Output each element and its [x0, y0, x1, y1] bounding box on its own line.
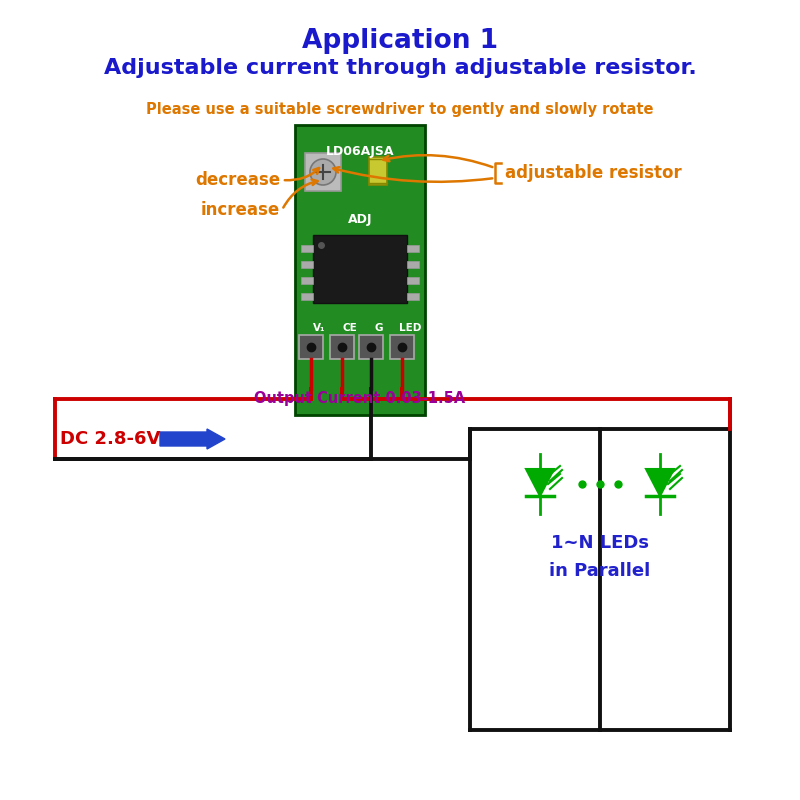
Bar: [299, 335, 323, 359]
Text: Output Current 0.03-1.5A: Output Current 0.03-1.5A: [254, 391, 465, 406]
Text: increase: increase: [201, 201, 280, 219]
Text: LD06AJSA: LD06AJSA: [326, 145, 394, 158]
Text: Application 1: Application 1: [302, 28, 498, 54]
Bar: [305, 153, 341, 191]
Text: 1~N LEDs: 1~N LEDs: [551, 534, 649, 552]
Polygon shape: [526, 469, 554, 496]
Text: adjustable resistor: adjustable resistor: [505, 164, 682, 182]
Bar: [359, 335, 383, 359]
FancyArrow shape: [160, 429, 225, 449]
Polygon shape: [646, 469, 674, 496]
Bar: [330, 335, 354, 359]
Text: LED: LED: [399, 323, 421, 333]
Text: DC 2.8-6V: DC 2.8-6V: [60, 430, 160, 448]
Bar: [390, 335, 414, 359]
Bar: [301, 245, 313, 252]
Text: ADJ: ADJ: [348, 213, 372, 226]
Text: Adjustable current through adjustable resistor.: Adjustable current through adjustable re…: [104, 58, 696, 78]
Bar: [407, 277, 419, 284]
Bar: [407, 261, 419, 268]
Bar: [295, 125, 425, 415]
Bar: [301, 293, 313, 300]
Text: Please use a suitable screwdriver to gently and slowly rotate: Please use a suitable screwdriver to gen…: [146, 102, 654, 117]
Bar: [313, 235, 407, 303]
Text: G: G: [374, 323, 383, 333]
Circle shape: [310, 159, 336, 185]
Bar: [301, 277, 313, 284]
Bar: [369, 157, 387, 185]
Bar: [407, 293, 419, 300]
Bar: [407, 245, 419, 252]
Text: decrease: decrease: [195, 171, 280, 189]
Text: in Parallel: in Parallel: [550, 562, 650, 580]
Text: CE: CE: [342, 323, 358, 333]
Text: V₁: V₁: [313, 323, 326, 333]
Bar: [301, 261, 313, 268]
